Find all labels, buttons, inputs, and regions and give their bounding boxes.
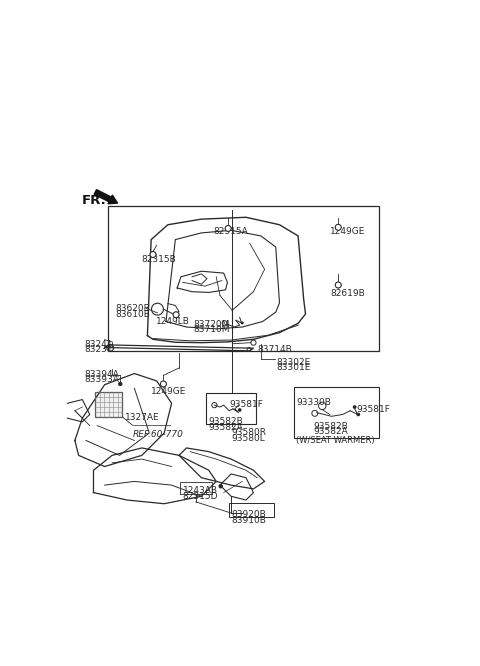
Text: 83920B: 83920B [232, 509, 266, 519]
Bar [180, 482, 212, 494]
Circle shape [118, 382, 122, 386]
Text: (W/SEAT WARMER): (W/SEAT WARMER) [296, 436, 375, 445]
Text: 82315B: 82315B [141, 255, 176, 264]
Text: 83710M: 83710M [193, 325, 229, 334]
Text: 83720M: 83720M [193, 320, 229, 328]
Text: 83302E: 83302E [276, 358, 311, 366]
Text: REF.60-770: REF.60-770 [132, 430, 183, 439]
Text: 93582A: 93582A [313, 427, 348, 436]
Circle shape [218, 484, 223, 488]
Text: 82315A: 82315A [213, 227, 248, 236]
Text: 93582A: 93582A [208, 423, 243, 432]
Circle shape [357, 413, 360, 416]
Text: 93580L: 93580L [232, 434, 265, 443]
Text: 93580R: 93580R [232, 428, 267, 437]
Text: 1327AE: 1327AE [125, 414, 160, 422]
Text: 83910B: 83910B [232, 515, 267, 525]
Text: 93581F: 93581F [229, 400, 263, 408]
Circle shape [225, 226, 231, 231]
Text: FR.: FR. [82, 194, 107, 207]
Circle shape [335, 224, 341, 230]
Circle shape [160, 381, 167, 387]
Circle shape [150, 252, 156, 258]
Text: 93582B: 93582B [313, 422, 348, 430]
Text: 1249GE: 1249GE [151, 388, 186, 396]
Circle shape [241, 322, 244, 324]
Bar [206, 393, 256, 424]
FancyArrow shape [94, 190, 118, 204]
Circle shape [353, 405, 357, 409]
Text: 83394A: 83394A [84, 370, 119, 379]
Bar [96, 392, 122, 417]
Circle shape [173, 312, 179, 318]
Text: 82315D: 82315D [183, 492, 218, 501]
Text: 1243AB: 1243AB [183, 486, 218, 496]
Text: 83610B: 83610B [115, 310, 150, 318]
Text: 83393A: 83393A [84, 376, 119, 384]
Text: 93330B: 93330B [296, 398, 331, 407]
Text: 83714B: 83714B [257, 345, 292, 354]
Text: 1249GE: 1249GE [330, 227, 365, 236]
Bar [294, 388, 379, 438]
Text: 93581F: 93581F [357, 405, 391, 414]
Circle shape [238, 408, 241, 412]
Text: 83241: 83241 [84, 340, 113, 349]
Text: 83301E: 83301E [276, 363, 311, 372]
Text: 93582B: 93582B [208, 418, 243, 426]
Text: 82619B: 82619B [331, 289, 366, 298]
Bar [96, 392, 122, 417]
Circle shape [335, 282, 341, 288]
Bar [108, 206, 379, 351]
Text: 83620B: 83620B [115, 304, 150, 313]
Text: 83231: 83231 [84, 345, 113, 354]
Text: 1249LB: 1249LB [156, 317, 190, 326]
Bar [229, 503, 274, 517]
